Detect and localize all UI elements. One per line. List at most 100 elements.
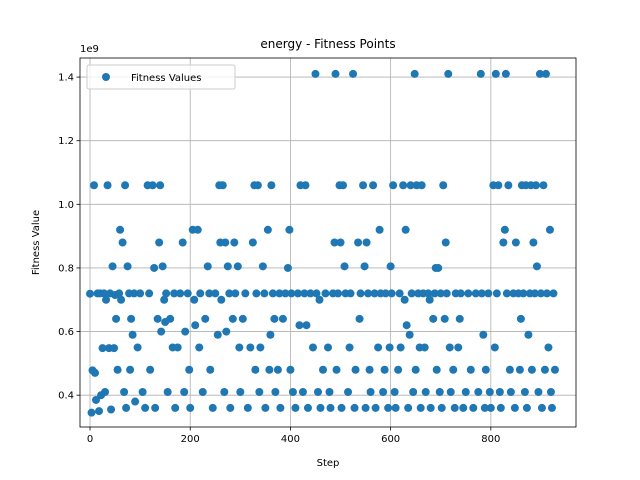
data-point bbox=[345, 343, 354, 352]
data-point bbox=[539, 181, 548, 190]
data-point bbox=[287, 289, 296, 298]
data-point bbox=[394, 365, 403, 374]
data-point bbox=[191, 321, 200, 330]
data-point bbox=[546, 388, 555, 397]
data-point bbox=[133, 343, 142, 352]
data-point bbox=[252, 289, 261, 298]
data-point bbox=[365, 365, 374, 374]
data-point bbox=[281, 289, 290, 298]
data-point bbox=[362, 238, 371, 247]
data-point bbox=[445, 343, 454, 352]
x-tick-label: 0 bbox=[87, 434, 93, 445]
data-point bbox=[450, 403, 459, 412]
data-point bbox=[228, 314, 237, 323]
data-point bbox=[225, 289, 234, 298]
data-point bbox=[337, 403, 346, 412]
data-point bbox=[479, 330, 488, 339]
data-point bbox=[455, 314, 464, 323]
data-point bbox=[295, 321, 304, 330]
data-point bbox=[490, 343, 499, 352]
data-point bbox=[303, 403, 312, 412]
data-point bbox=[406, 181, 415, 190]
data-point bbox=[495, 388, 504, 397]
data-point bbox=[166, 314, 175, 323]
data-point bbox=[146, 365, 155, 374]
data-point bbox=[355, 314, 364, 323]
data-point bbox=[267, 181, 276, 190]
y-axis-label: Fitness Value bbox=[31, 210, 42, 275]
data-point bbox=[173, 343, 182, 352]
data-point bbox=[301, 181, 310, 190]
data-point bbox=[321, 289, 330, 298]
data-point bbox=[141, 403, 150, 412]
data-point bbox=[121, 181, 130, 190]
data-point bbox=[496, 403, 505, 412]
data-point bbox=[547, 403, 556, 412]
data-point bbox=[86, 289, 95, 298]
data-point bbox=[217, 295, 226, 304]
data-point bbox=[434, 263, 443, 272]
data-point bbox=[162, 289, 171, 298]
data-point bbox=[510, 403, 519, 412]
data-point bbox=[350, 403, 359, 412]
y-tick-label: 1.2 bbox=[58, 136, 74, 147]
data-point bbox=[417, 181, 426, 190]
data-point bbox=[315, 295, 324, 304]
data-point bbox=[524, 330, 533, 339]
axes-frame bbox=[79, 57, 577, 428]
data-point bbox=[494, 181, 503, 190]
chart-title: energy - Fitness Points bbox=[260, 37, 395, 51]
data-point bbox=[441, 238, 450, 247]
data-point bbox=[241, 289, 250, 298]
data-point bbox=[248, 238, 257, 247]
data-point bbox=[255, 388, 264, 397]
data-point bbox=[178, 238, 187, 247]
data-point bbox=[130, 289, 139, 298]
data-point bbox=[501, 69, 510, 78]
data-point bbox=[171, 403, 180, 412]
data-point bbox=[185, 365, 194, 374]
data-point bbox=[221, 238, 230, 247]
data-point bbox=[379, 388, 388, 397]
data-point bbox=[170, 289, 179, 298]
data-point bbox=[186, 403, 195, 412]
data-point bbox=[324, 343, 332, 352]
data-point bbox=[316, 403, 325, 412]
data-point bbox=[260, 289, 269, 298]
data-point bbox=[454, 343, 463, 352]
data-point bbox=[102, 295, 111, 304]
data-point bbox=[198, 388, 207, 397]
legend-box bbox=[86, 64, 236, 90]
data-point bbox=[151, 403, 160, 412]
data-point bbox=[127, 314, 136, 323]
data-point bbox=[203, 262, 212, 271]
data-point bbox=[354, 238, 363, 247]
data-point bbox=[420, 343, 429, 352]
data-point bbox=[325, 388, 334, 397]
data-point bbox=[349, 69, 358, 78]
data-point bbox=[278, 314, 287, 323]
data-point bbox=[261, 403, 270, 412]
data-point bbox=[103, 181, 112, 190]
data-point bbox=[231, 289, 240, 298]
data-point bbox=[399, 181, 408, 190]
data-point bbox=[535, 69, 544, 78]
data-point bbox=[332, 365, 341, 374]
data-point bbox=[471, 289, 480, 298]
data-point bbox=[481, 365, 490, 374]
data-point bbox=[120, 388, 129, 397]
data-point bbox=[444, 69, 453, 78]
data-point bbox=[370, 289, 379, 298]
data-point bbox=[180, 388, 189, 397]
data-point bbox=[440, 314, 449, 323]
data-point bbox=[500, 225, 509, 234]
data-point bbox=[384, 403, 393, 412]
data-point bbox=[122, 403, 131, 412]
data-point bbox=[361, 403, 370, 412]
data-point bbox=[411, 365, 420, 374]
data-point bbox=[502, 289, 511, 298]
data-point bbox=[300, 289, 309, 298]
data-point bbox=[476, 69, 485, 78]
data-point bbox=[380, 365, 389, 374]
data-point bbox=[390, 388, 399, 397]
